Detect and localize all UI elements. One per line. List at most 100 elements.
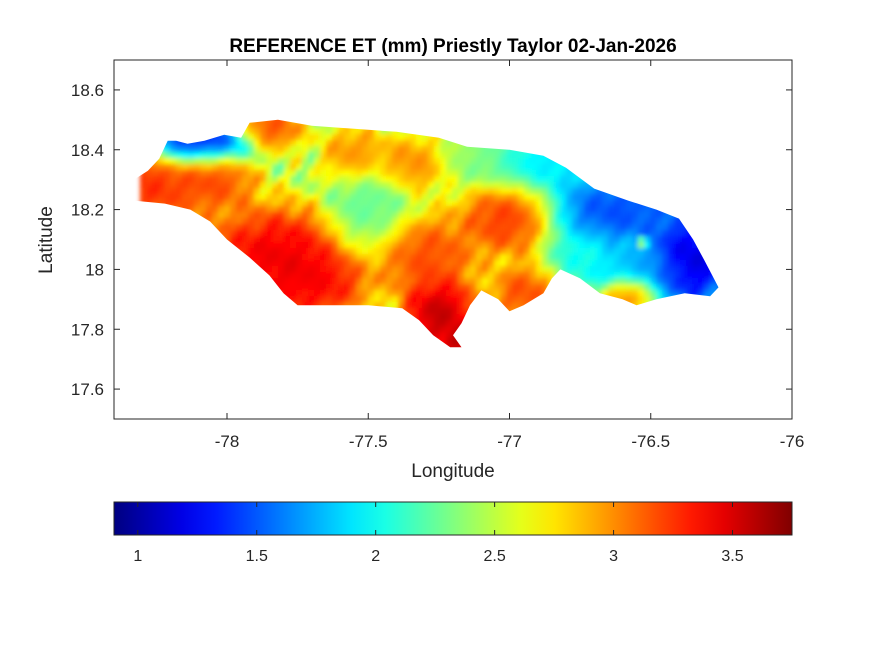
heatmap-cell <box>260 248 267 255</box>
heatmap-cell <box>614 260 621 267</box>
heatmap-cell <box>374 206 381 213</box>
heatmap-cell <box>242 212 249 219</box>
heatmap-cell <box>152 176 159 183</box>
heatmap-cell <box>446 182 453 189</box>
heatmap-cell <box>686 260 693 267</box>
heatmap-cell <box>536 272 543 279</box>
heatmap-cell <box>374 236 381 243</box>
heatmap-cell <box>644 278 651 285</box>
heatmap-cell <box>386 278 393 285</box>
heatmap-cell <box>608 284 615 291</box>
heatmap-cell <box>602 260 609 267</box>
heatmap-cell <box>224 200 231 207</box>
heatmap-cell <box>506 194 513 201</box>
heatmap-cell <box>374 176 381 183</box>
heatmap-cell <box>572 260 579 267</box>
heatmap-cell <box>332 248 339 255</box>
heatmap-cell <box>362 152 369 159</box>
heatmap-cell <box>272 140 279 147</box>
heatmap-cell <box>488 248 495 255</box>
heatmap-cell <box>518 296 525 303</box>
heatmap-cell <box>524 176 531 183</box>
heatmap-cell <box>206 206 213 213</box>
heatmap-cell <box>626 200 633 207</box>
heatmap-cell <box>272 260 279 267</box>
heatmap-cell <box>542 158 549 165</box>
heatmap-cell <box>410 218 417 225</box>
heatmap-cell <box>512 158 519 165</box>
heatmap-cell <box>416 170 423 177</box>
heatmap-cell <box>458 320 465 327</box>
heatmap-cell <box>398 170 405 177</box>
heatmap-cell <box>650 224 657 231</box>
x-tick-label: -76.5 <box>631 432 670 451</box>
heatmap-cell <box>242 152 249 159</box>
heatmap-cell <box>560 170 567 177</box>
heatmap-cell <box>320 140 327 147</box>
heatmap-cell <box>302 140 309 147</box>
heatmap-cell <box>398 272 405 279</box>
y-tick-label: 17.8 <box>71 320 104 339</box>
heatmap-cell <box>410 176 417 183</box>
heatmap-cell <box>254 188 261 195</box>
heatmap-cell <box>296 218 303 225</box>
heatmap-cell <box>248 254 255 261</box>
heatmap-cell <box>662 284 669 291</box>
heatmap-cell <box>554 248 561 255</box>
heatmap-cell <box>566 218 573 225</box>
heatmap-cell <box>248 170 255 177</box>
heatmap-cell <box>272 188 279 195</box>
heatmap-cell <box>494 152 501 159</box>
heatmap-cell <box>638 224 645 231</box>
heatmap-cell <box>302 278 309 285</box>
heatmap-cell <box>434 206 441 213</box>
heatmap-cell <box>404 284 411 291</box>
heatmap-cell <box>368 212 375 219</box>
heatmap-cell <box>494 182 501 189</box>
heatmap-cell <box>170 170 177 177</box>
heatmap-cell <box>422 308 429 315</box>
heatmap-cell <box>296 128 303 135</box>
heatmap-cell <box>488 224 495 231</box>
heatmap-cell <box>326 194 333 201</box>
heatmap-cell <box>326 218 333 225</box>
heatmap-cell <box>482 158 489 165</box>
heatmap-cell <box>380 302 387 309</box>
heatmap-cell <box>470 242 477 249</box>
heatmap-cell <box>356 284 363 291</box>
heatmap-cell <box>296 266 303 273</box>
heatmap-cell <box>554 236 561 243</box>
heatmap-cell <box>344 182 351 189</box>
heatmap-cell <box>422 212 429 219</box>
heatmap-cell <box>452 242 459 249</box>
heatmap-cell <box>500 224 507 231</box>
heatmap-cell <box>566 206 573 213</box>
heatmap-cell <box>302 224 309 231</box>
heatmap-cell <box>230 152 237 159</box>
heatmap-cell <box>434 278 441 285</box>
heatmap-cell <box>320 206 327 213</box>
heatmap-cell <box>470 176 477 183</box>
heatmap-cell <box>422 188 429 195</box>
heatmap-cell <box>482 224 489 231</box>
heatmap-cell <box>464 290 471 297</box>
heatmap-cell <box>350 218 357 225</box>
heatmap-cell <box>620 290 627 297</box>
heatmap-cell <box>170 146 177 153</box>
heatmap-cell <box>392 302 399 309</box>
heatmap-cell <box>284 272 291 279</box>
heatmap-cell <box>458 182 465 189</box>
heatmap-cell <box>302 260 309 267</box>
heatmap-cell <box>620 206 627 213</box>
heatmap-cell <box>422 182 429 189</box>
heatmap-cell <box>548 266 555 273</box>
heatmap-cell <box>542 260 549 267</box>
heatmap-cell <box>446 236 453 243</box>
heatmap-cell <box>260 164 267 171</box>
heatmap-cell <box>506 266 513 273</box>
heatmap-cell <box>338 254 345 261</box>
heatmap-cell <box>626 242 633 249</box>
heatmap-cell <box>290 170 297 177</box>
heatmap-cell <box>302 122 309 129</box>
heatmap-cell <box>668 248 675 255</box>
